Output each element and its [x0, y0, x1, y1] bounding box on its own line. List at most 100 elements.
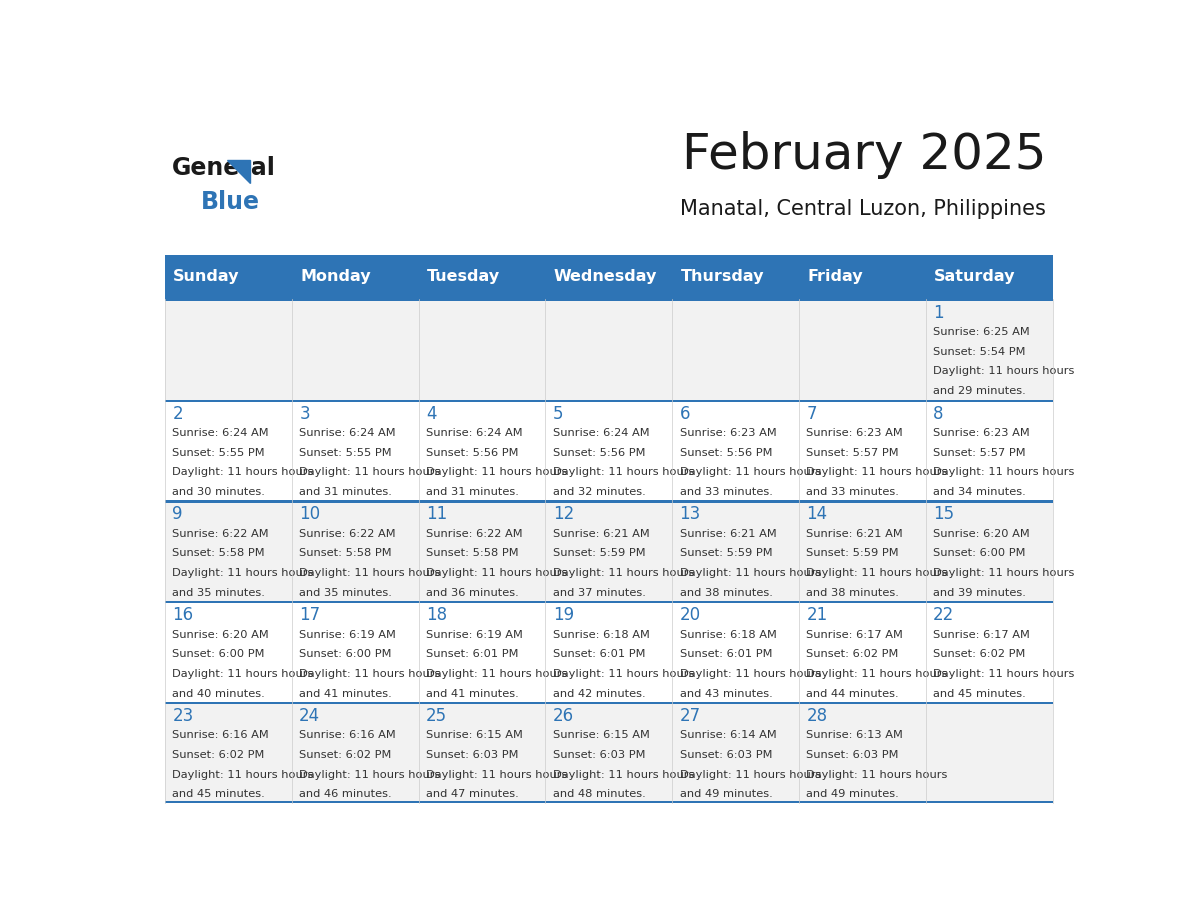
Text: Sunset: 5:59 PM: Sunset: 5:59 PM	[552, 548, 645, 558]
Text: 16: 16	[172, 606, 194, 624]
Bar	[672, 702, 800, 803]
Text: and 38 minutes.: and 38 minutes.	[807, 588, 899, 598]
Text: 24: 24	[299, 707, 321, 725]
Bar	[925, 299, 1053, 399]
Text: and 29 minutes.: and 29 minutes.	[934, 386, 1026, 397]
Text: Daylight: 11 hours hours: Daylight: 11 hours hours	[680, 568, 821, 578]
Text: Sunrise: 6:24 AM: Sunrise: 6:24 AM	[552, 428, 650, 438]
Text: and 49 minutes.: and 49 minutes.	[807, 789, 899, 800]
Text: Sunrise: 6:22 AM: Sunrise: 6:22 AM	[172, 529, 268, 539]
Bar	[292, 299, 418, 399]
Bar	[418, 399, 545, 500]
Text: 15: 15	[934, 506, 954, 523]
Text: 22: 22	[934, 606, 954, 624]
Text: 1: 1	[934, 304, 943, 322]
Text: and 48 minutes.: and 48 minutes.	[552, 789, 645, 800]
Text: Sunset: 5:59 PM: Sunset: 5:59 PM	[680, 548, 772, 558]
Text: Daylight: 11 hours hours: Daylight: 11 hours hours	[172, 769, 314, 779]
Bar	[672, 255, 800, 299]
Text: Sunrise: 6:16 AM: Sunrise: 6:16 AM	[172, 731, 270, 740]
Bar	[418, 500, 545, 601]
Text: 21: 21	[807, 606, 828, 624]
Text: 5: 5	[552, 405, 563, 422]
Bar	[672, 399, 800, 500]
Bar	[925, 399, 1053, 500]
Text: Sunset: 5:55 PM: Sunset: 5:55 PM	[299, 448, 392, 457]
Text: Daylight: 11 hours hours: Daylight: 11 hours hours	[552, 769, 694, 779]
Text: Sunrise: 6:22 AM: Sunrise: 6:22 AM	[426, 529, 523, 539]
Text: Daylight: 11 hours hours: Daylight: 11 hours hours	[426, 669, 568, 679]
Text: 10: 10	[299, 506, 321, 523]
Text: Sunset: 5:54 PM: Sunset: 5:54 PM	[934, 347, 1025, 357]
Text: Sunrise: 6:14 AM: Sunrise: 6:14 AM	[680, 731, 777, 740]
Text: Daylight: 11 hours hours: Daylight: 11 hours hours	[426, 769, 568, 779]
Text: Sunset: 6:03 PM: Sunset: 6:03 PM	[680, 750, 772, 760]
Text: and 40 minutes.: and 40 minutes.	[172, 688, 265, 699]
Text: and 43 minutes.: and 43 minutes.	[680, 688, 772, 699]
Text: Sunrise: 6:20 AM: Sunrise: 6:20 AM	[934, 529, 1030, 539]
Text: Daylight: 11 hours hours: Daylight: 11 hours hours	[299, 769, 441, 779]
Text: Sunrise: 6:23 AM: Sunrise: 6:23 AM	[934, 428, 1030, 438]
Text: Daylight: 11 hours hours: Daylight: 11 hours hours	[680, 669, 821, 679]
Text: 2: 2	[172, 405, 183, 422]
Bar	[800, 255, 925, 299]
Text: Sunrise: 6:15 AM: Sunrise: 6:15 AM	[552, 731, 650, 740]
Text: Daylight: 11 hours hours: Daylight: 11 hours hours	[680, 769, 821, 779]
Bar	[292, 601, 418, 702]
Text: Daylight: 11 hours hours: Daylight: 11 hours hours	[552, 467, 694, 477]
Text: Sunset: 6:03 PM: Sunset: 6:03 PM	[552, 750, 645, 760]
Text: 3: 3	[299, 405, 310, 422]
Text: and 37 minutes.: and 37 minutes.	[552, 588, 646, 598]
Text: Sunset: 6:00 PM: Sunset: 6:00 PM	[934, 548, 1025, 558]
Text: Sunrise: 6:16 AM: Sunrise: 6:16 AM	[299, 731, 396, 740]
Bar	[545, 702, 672, 803]
Text: 26: 26	[552, 707, 574, 725]
Text: Sunset: 6:00 PM: Sunset: 6:00 PM	[299, 649, 392, 659]
Text: and 44 minutes.: and 44 minutes.	[807, 688, 899, 699]
Text: and 41 minutes.: and 41 minutes.	[426, 688, 519, 699]
Text: and 49 minutes.: and 49 minutes.	[680, 789, 772, 800]
Text: Sunset: 5:56 PM: Sunset: 5:56 PM	[680, 448, 772, 457]
Text: Sunset: 5:56 PM: Sunset: 5:56 PM	[552, 448, 645, 457]
Text: and 45 minutes.: and 45 minutes.	[934, 688, 1026, 699]
Bar	[800, 601, 925, 702]
Bar	[800, 299, 925, 399]
Text: Blue: Blue	[201, 190, 260, 214]
Bar	[672, 601, 800, 702]
Text: Sunset: 5:56 PM: Sunset: 5:56 PM	[426, 448, 518, 457]
Text: Sunset: 5:58 PM: Sunset: 5:58 PM	[426, 548, 519, 558]
Text: Sunrise: 6:20 AM: Sunrise: 6:20 AM	[172, 630, 270, 640]
Text: Daylight: 11 hours hours: Daylight: 11 hours hours	[807, 467, 948, 477]
Text: 9: 9	[172, 506, 183, 523]
Bar	[165, 800, 1053, 803]
Text: Thursday: Thursday	[681, 270, 764, 285]
Text: Sunrise: 6:23 AM: Sunrise: 6:23 AM	[807, 428, 903, 438]
Bar	[925, 500, 1053, 601]
Bar	[672, 500, 800, 601]
Text: Sunrise: 6:19 AM: Sunrise: 6:19 AM	[426, 630, 523, 640]
Bar	[165, 601, 1053, 603]
Text: February 2025: February 2025	[682, 131, 1047, 179]
Text: Daylight: 11 hours hours: Daylight: 11 hours hours	[172, 568, 314, 578]
Text: and 30 minutes.: and 30 minutes.	[172, 487, 265, 497]
Text: and 33 minutes.: and 33 minutes.	[680, 487, 772, 497]
Bar	[165, 399, 1053, 402]
Text: Daylight: 11 hours hours: Daylight: 11 hours hours	[807, 568, 948, 578]
Bar	[800, 399, 925, 500]
Text: Sunset: 6:03 PM: Sunset: 6:03 PM	[807, 750, 899, 760]
Text: Sunrise: 6:24 AM: Sunrise: 6:24 AM	[299, 428, 396, 438]
Text: Sunrise: 6:17 AM: Sunrise: 6:17 AM	[934, 630, 1030, 640]
Text: Daylight: 11 hours hours: Daylight: 11 hours hours	[680, 467, 821, 477]
Text: 17: 17	[299, 606, 321, 624]
Polygon shape	[227, 160, 249, 183]
Text: Friday: Friday	[808, 270, 862, 285]
Text: Sunset: 5:57 PM: Sunset: 5:57 PM	[807, 448, 899, 457]
Text: 6: 6	[680, 405, 690, 422]
Text: 7: 7	[807, 405, 817, 422]
Text: General: General	[171, 156, 276, 180]
Text: and 35 minutes.: and 35 minutes.	[299, 588, 392, 598]
Bar	[165, 399, 292, 500]
Text: 23: 23	[172, 707, 194, 725]
Bar	[545, 299, 672, 399]
Text: Sunrise: 6:19 AM: Sunrise: 6:19 AM	[299, 630, 396, 640]
